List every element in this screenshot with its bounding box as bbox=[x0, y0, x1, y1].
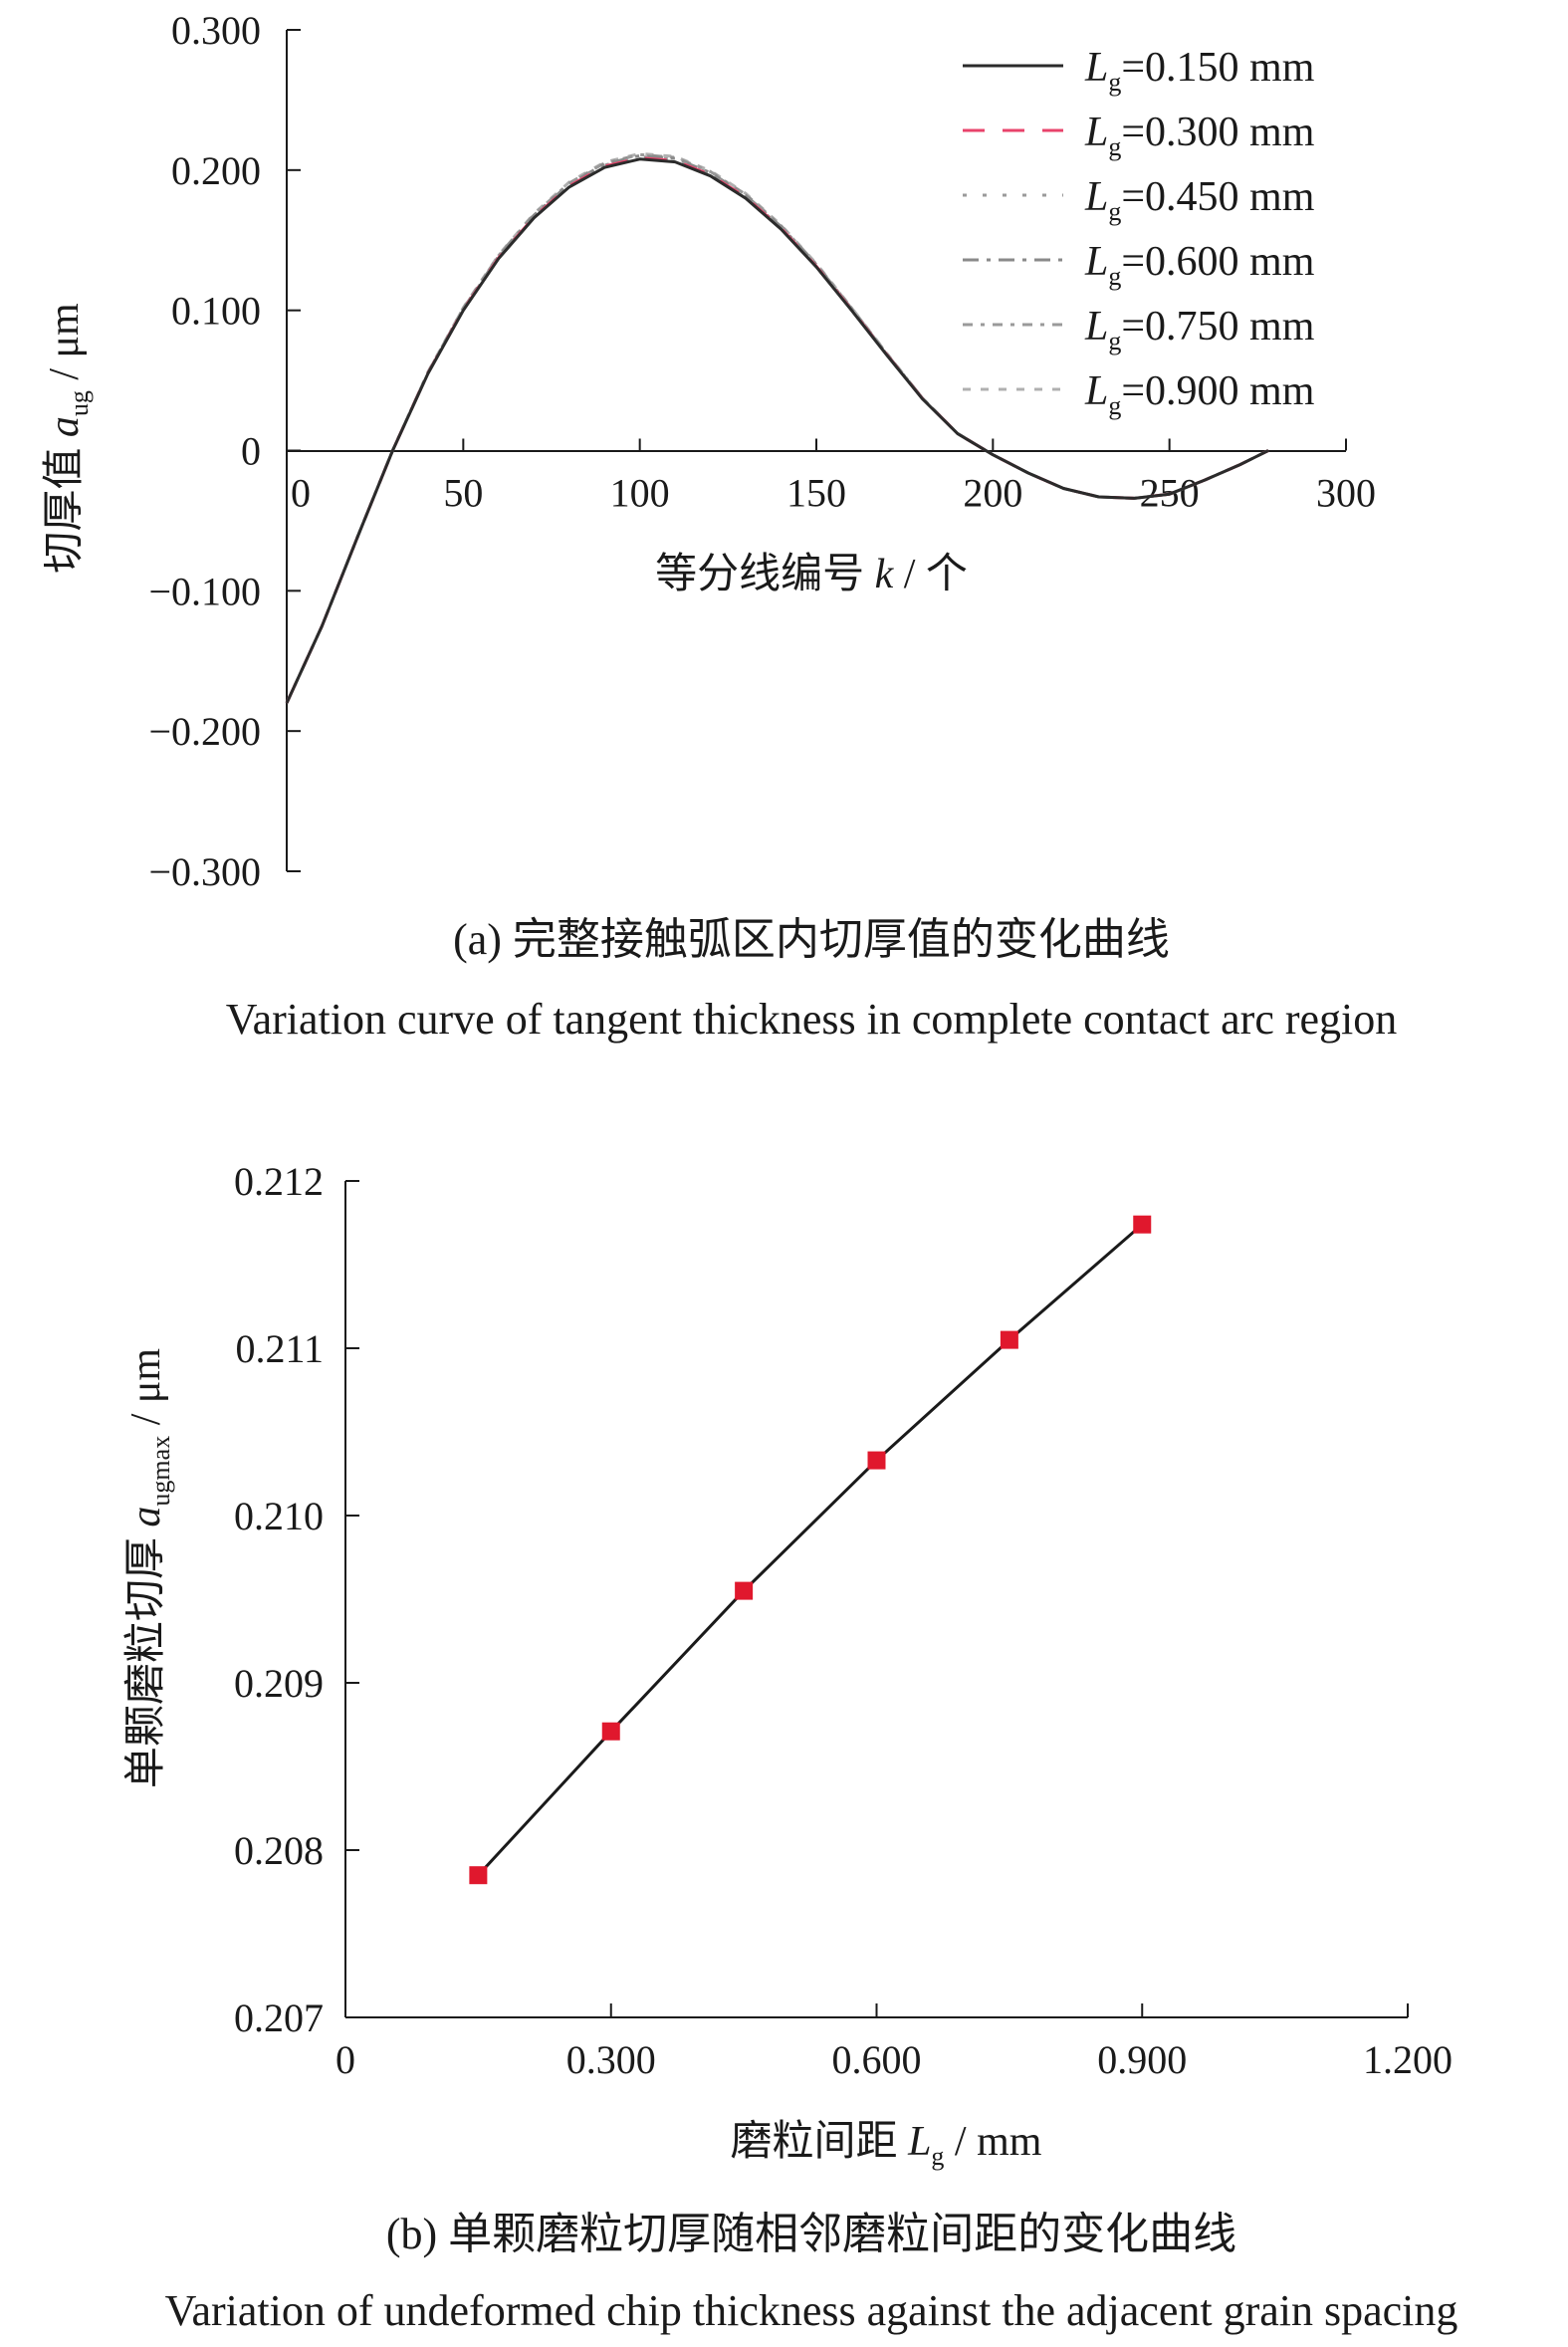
chart-a-legend-label: Lg=0.150 mm bbox=[1084, 45, 1315, 97]
chart-b-data-point bbox=[1000, 1330, 1018, 1349]
chart-a-y-tick-label: −0.100 bbox=[148, 569, 261, 613]
chart-b-caption-cn: (b) 单颗磨粒切厚随相邻磨粒间距的变化曲线 bbox=[386, 2210, 1236, 2258]
chart-a-legend-label: Lg=0.900 mm bbox=[1084, 368, 1315, 420]
chart-a-legend: Lg=0.150 mm Lg=0.300 mm Lg=0.450 mm Lg=0.60… bbox=[963, 45, 1315, 420]
chart-a-y-tick-label: 0 bbox=[241, 429, 261, 474]
chart-b-series-line bbox=[477, 1223, 1144, 1877]
chart-b-x-tick-label: 0.300 bbox=[566, 2037, 656, 2082]
chart-a-y-tick-label: 0.200 bbox=[171, 148, 261, 193]
chart-a-legend-label: Lg=0.750 mm bbox=[1084, 304, 1315, 355]
chart-b-data-point bbox=[735, 1581, 754, 1600]
chart-b-data-point bbox=[1133, 1215, 1152, 1234]
chart-a-caption-cn: (a) 完整接触弧区内切厚值的变化曲线 bbox=[453, 915, 1170, 964]
chart-a-series-line bbox=[285, 157, 1269, 704]
chart-a-legend-label: Lg=0.600 mm bbox=[1084, 239, 1315, 291]
chart-b: 0.212 0.211 0.210 0.209 0.208 0.207 0 0.300 0.6… bbox=[123, 1159, 1457, 2335]
chart-a: 0.300 0.200 0.100 0 −0.100 −0.200 −0.300 0 50 10… bbox=[42, 8, 1397, 1044]
chart-a-series-line bbox=[285, 153, 1269, 704]
chart-b-y-tick-label: 0.210 bbox=[234, 1494, 324, 1538]
chart-a-caption-en: Variation curve of tangent thickness in … bbox=[226, 995, 1398, 1044]
chart-b-y-tick-label: 0.208 bbox=[234, 1828, 324, 1873]
chart-a-y-tick-label: 0.300 bbox=[171, 8, 261, 53]
chart-b-caption-en: Variation of undeformed chip thickness a… bbox=[165, 2286, 1458, 2335]
chart-a-y-axis-label: 切厚值 aug / μm bbox=[42, 303, 94, 574]
chart-b-x-axis-label: 磨粒间距 Lg / mm bbox=[731, 2119, 1042, 2171]
chart-b-y-tick-label: 0.207 bbox=[234, 1995, 324, 2040]
chart-a-x-tick-label: 300 bbox=[1316, 471, 1376, 516]
chart-a-series-line bbox=[285, 152, 1269, 704]
chart-a-x-axis-label: 等分线编号 k / 个 bbox=[655, 552, 968, 597]
chart-a-series-line bbox=[285, 151, 1269, 704]
chart-a-x-tick-label: 100 bbox=[610, 471, 670, 516]
chart-b-x-tick-label: 1.200 bbox=[1363, 2037, 1453, 2082]
chart-b-data-point bbox=[469, 1866, 488, 1885]
chart-a-y-tick-label: 0.100 bbox=[171, 289, 261, 334]
chart-b-data-point bbox=[601, 1722, 620, 1741]
chart-a-legend-label: Lg=0.450 mm bbox=[1084, 174, 1315, 226]
chart-b-y-tick-label: 0.211 bbox=[235, 1326, 324, 1371]
chart-a-legend-label: Lg=0.300 mm bbox=[1084, 110, 1315, 161]
chart-a-x-tick-label: 50 bbox=[443, 471, 483, 516]
chart-b-y-axis-label: 单颗磨粒切厚 augmax / μm bbox=[123, 1348, 175, 1788]
chart-b-data-point bbox=[867, 1451, 886, 1470]
chart-a-y-tick-label: −0.300 bbox=[148, 849, 261, 894]
chart-a-x-tick-label: 150 bbox=[786, 471, 846, 516]
chart-b-y-tick-label: 0.212 bbox=[234, 1159, 324, 1204]
chart-a-y-tick-label: −0.200 bbox=[148, 709, 261, 754]
chart-a-x-tick-label: 200 bbox=[963, 471, 1022, 516]
chart-b-y-tick-label: 0.209 bbox=[234, 1661, 324, 1706]
chart-a-x-tick-label: 0 bbox=[291, 471, 311, 516]
chart-b-x-tick-label: 0.600 bbox=[832, 2037, 922, 2082]
chart-b-x-tick-label: 0.900 bbox=[1097, 2037, 1187, 2082]
chart-b-x-tick-label: 0 bbox=[336, 2037, 355, 2082]
